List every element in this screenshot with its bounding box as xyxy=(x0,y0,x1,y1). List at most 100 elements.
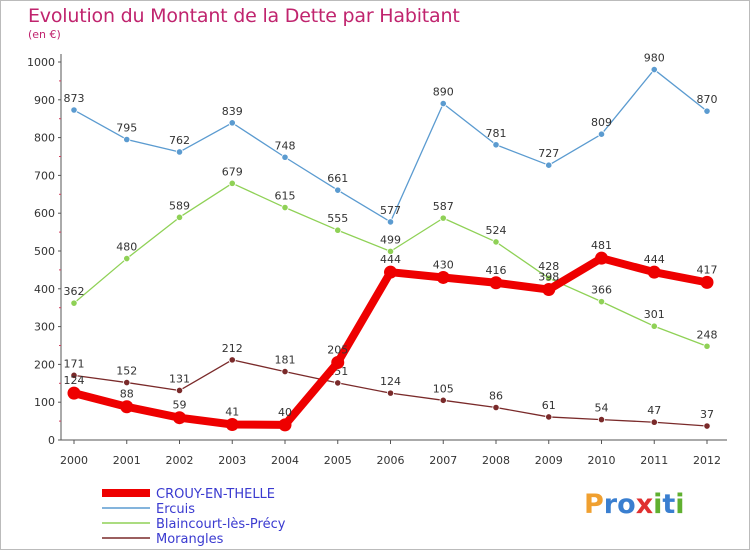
data-point-morangles xyxy=(123,378,131,387)
data-point-blaincourt-l-s-pr-cy xyxy=(70,299,78,307)
legend-label: CROUY-EN-THELLE xyxy=(156,487,275,502)
y-tick-label: 900 xyxy=(34,94,55,107)
y-tick-label: 600 xyxy=(34,207,55,220)
logo-letter: x xyxy=(635,489,654,520)
data-label-crouy-en-thelle: 124 xyxy=(64,374,85,387)
data-label-blaincourt-l-s-pr-cy: 615 xyxy=(275,190,296,203)
x-tick-label: 2005 xyxy=(324,454,352,467)
logo-letter: t xyxy=(662,489,676,520)
data-label-morangles: 54 xyxy=(595,402,609,415)
x-tick-label: 2001 xyxy=(113,454,141,467)
data-label-crouy-en-thelle: 398 xyxy=(538,271,559,284)
y-tick-label: 700 xyxy=(34,169,55,182)
data-label-crouy-en-thelle: 417 xyxy=(697,263,718,276)
data-point-morangles xyxy=(334,379,342,387)
data-label-crouy-en-thelle: 88 xyxy=(120,388,134,401)
data-point-crouy-en-thelle xyxy=(595,251,608,265)
data-point-morangles xyxy=(386,389,395,397)
data-label-morangles: 105 xyxy=(433,382,454,395)
logo-letter: o xyxy=(617,489,636,520)
data-point-morangles xyxy=(492,403,500,412)
data-point-ercuis xyxy=(334,186,342,194)
data-point-crouy-en-thelle xyxy=(384,265,397,279)
data-point-crouy-en-thelle xyxy=(700,275,714,289)
data-label-blaincourt-l-s-pr-cy: 362 xyxy=(64,285,85,298)
data-point-blaincourt-l-s-pr-cy xyxy=(492,238,500,246)
logo-letter: i xyxy=(675,489,685,520)
data-label-blaincourt-l-s-pr-cy: 301 xyxy=(644,308,665,321)
data-label-morangles: 61 xyxy=(542,399,556,412)
series-line-crouy-en-thelle xyxy=(70,254,711,429)
data-label-morangles: 124 xyxy=(380,375,401,388)
data-point-crouy-en-thelle xyxy=(120,400,134,414)
data-label-blaincourt-l-s-pr-cy: 555 xyxy=(327,212,348,225)
y-tick-label: 800 xyxy=(34,132,55,145)
data-label-blaincourt-l-s-pr-cy: 248 xyxy=(697,328,718,341)
data-point-morangles xyxy=(597,415,606,424)
data-point-crouy-en-thelle xyxy=(278,418,292,432)
y-tick-label: 1000 xyxy=(27,56,55,69)
data-label-blaincourt-l-s-pr-cy: 366 xyxy=(591,284,612,297)
data-label-ercuis: 980 xyxy=(644,52,665,65)
y-tick-label: 400 xyxy=(34,283,55,296)
logo-letter: P xyxy=(584,489,604,520)
data-point-ercuis xyxy=(386,218,395,226)
logo-letter: i xyxy=(653,489,663,520)
data-point-ercuis xyxy=(703,107,711,115)
x-tick-label: 2002 xyxy=(166,454,194,467)
data-point-morangles xyxy=(281,367,289,376)
x-tick-label: 2007 xyxy=(429,454,457,467)
data-label-morangles: 171 xyxy=(64,357,85,370)
data-point-blaincourt-l-s-pr-cy xyxy=(439,214,447,222)
data-label-crouy-en-thelle: 40 xyxy=(278,406,292,419)
data-label-morangles: 86 xyxy=(489,389,503,402)
data-point-crouy-en-thelle xyxy=(173,411,186,425)
data-label-morangles: 131 xyxy=(169,372,190,385)
data-label-ercuis: 870 xyxy=(697,93,718,106)
data-label-blaincourt-l-s-pr-cy: 499 xyxy=(380,233,401,246)
data-label-ercuis: 748 xyxy=(275,139,296,152)
y-tick-label: 0 xyxy=(48,434,55,447)
data-label-ercuis: 795 xyxy=(116,121,137,134)
data-point-morangles xyxy=(70,371,78,379)
x-tick-label: 2006 xyxy=(377,454,405,467)
data-label-ercuis: 727 xyxy=(538,147,559,160)
data-point-crouy-en-thelle xyxy=(67,386,81,400)
data-point-crouy-en-thelle xyxy=(542,283,556,297)
data-point-blaincourt-l-s-pr-cy xyxy=(228,179,236,187)
data-label-morangles: 152 xyxy=(116,365,137,378)
data-label-ercuis: 839 xyxy=(222,105,243,118)
data-point-blaincourt-l-s-pr-cy xyxy=(545,274,553,282)
data-label-morangles: 47 xyxy=(647,404,661,417)
x-tick-label: 2004 xyxy=(271,454,299,467)
data-point-blaincourt-l-s-pr-cy xyxy=(597,298,606,306)
data-point-ercuis xyxy=(439,99,447,108)
data-label-ercuis: 873 xyxy=(64,92,85,105)
legend-label: Blaincourt-lès-Précy xyxy=(156,517,286,532)
chart-title: Evolution du Montant de la Dette par Hab… xyxy=(28,5,460,27)
x-tick-label: 2012 xyxy=(693,454,721,467)
data-point-blaincourt-l-s-pr-cy xyxy=(175,213,184,221)
data-label-blaincourt-l-s-pr-cy: 428 xyxy=(538,260,559,273)
proxiti-logo: Proxiti xyxy=(584,489,685,520)
data-label-crouy-en-thelle: 59 xyxy=(173,399,187,412)
data-label-crouy-en-thelle: 416 xyxy=(486,264,507,277)
data-point-ercuis xyxy=(123,135,131,144)
data-point-crouy-en-thelle xyxy=(436,270,450,284)
data-label-ercuis: 661 xyxy=(327,172,348,185)
data-label-ercuis: 890 xyxy=(433,86,454,99)
data-point-ercuis xyxy=(597,130,606,138)
y-tick-label: 500 xyxy=(34,245,55,258)
x-tick-label: 2000 xyxy=(60,454,88,467)
data-point-morangles xyxy=(228,356,236,364)
data-label-blaincourt-l-s-pr-cy: 679 xyxy=(222,165,243,178)
data-label-blaincourt-l-s-pr-cy: 589 xyxy=(169,199,190,212)
data-point-crouy-en-thelle xyxy=(489,276,503,290)
data-label-crouy-en-thelle: 444 xyxy=(644,253,665,266)
y-tick-label: 300 xyxy=(34,321,55,334)
x-tick-label: 2010 xyxy=(588,454,616,467)
data-point-blaincourt-l-s-pr-cy xyxy=(386,247,395,255)
data-point-crouy-en-thelle xyxy=(647,265,661,279)
